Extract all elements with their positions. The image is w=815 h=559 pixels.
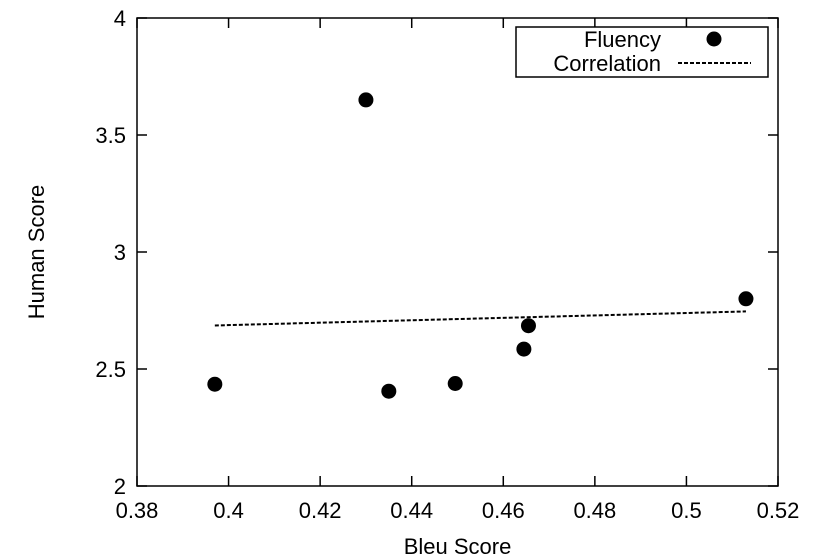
x-tick-label: 0.52: [757, 498, 800, 523]
tick-marks: [136, 17, 779, 487]
fluency-point: [516, 341, 532, 357]
y-tick-labels: 2 2.5 3 3.5 4: [95, 6, 126, 499]
fluency-point: [358, 92, 374, 108]
x-tick-label: 0.42: [299, 498, 342, 523]
x-tick-label: 0.44: [390, 498, 433, 523]
legend-box: [515, 26, 769, 78]
y-tick-label: 4: [114, 6, 126, 31]
y-tick-label: 2.5: [95, 357, 126, 382]
y-tick-label: 2: [114, 474, 126, 499]
fluency-point: [520, 318, 536, 334]
legend-label-correlation: Correlation: [553, 51, 661, 76]
correlation-line: [214, 310, 746, 327]
fluency-point: [207, 376, 223, 392]
x-tick-label: 0.46: [482, 498, 525, 523]
x-tick-label: 0.4: [213, 498, 244, 523]
x-tick-label: 0.48: [573, 498, 616, 523]
data-series: [207, 92, 754, 399]
fluency-point: [738, 291, 754, 307]
legend-label-fluency: Fluency: [584, 27, 661, 52]
x-tick-label: 0.38: [116, 498, 159, 523]
fluency-point: [447, 376, 463, 392]
y-axis-label: Human Score: [24, 185, 49, 320]
x-axis-label: Bleu Score: [404, 534, 512, 559]
y-tick-label: 3.5: [95, 123, 126, 148]
legend-marker-fluency: [706, 31, 722, 47]
legend: Fluency Correlation: [515, 26, 769, 78]
fluency-point: [381, 383, 397, 399]
x-tick-label: 0.5: [671, 498, 702, 523]
x-tick-labels: 0.38 0.4 0.42 0.44 0.46 0.48 0.5 0.52: [116, 498, 800, 523]
y-tick-label: 3: [114, 240, 126, 265]
plot-frame: [136, 17, 779, 487]
